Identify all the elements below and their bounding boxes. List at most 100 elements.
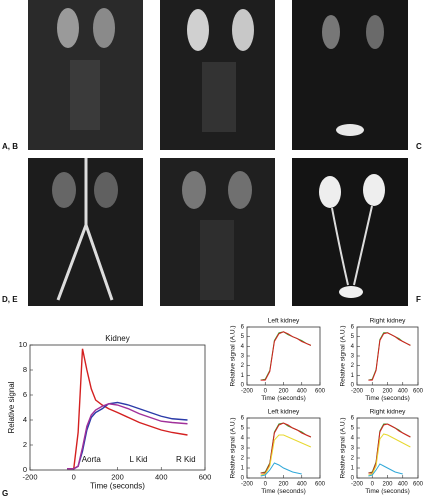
y-axis-label: Relative signal (A.U.) [229,325,236,386]
y-tick-label: 3 [351,354,355,360]
series-line [368,433,411,476]
plot-frame [29,344,206,471]
mri-image [292,158,408,306]
mri-image [160,158,275,306]
series-line [260,462,302,477]
panel-label: D, E [2,295,18,304]
series-line [368,463,403,477]
x-tick-label: 200 [382,389,393,395]
y-tick-label: 0 [351,383,355,389]
x-tick-label: 0 [371,482,375,488]
y-tick-label: 2 [241,363,245,369]
y-axis-label: Relative signal (A.U.) [339,417,346,478]
series-line [260,331,312,381]
y-tick-label: 3 [351,446,355,452]
legend-label: Aorta [82,455,102,464]
y-tick-label: 10 [19,340,27,349]
x-tick-label: -200 [241,482,254,488]
legend-label: R Kid [176,455,196,464]
plot-frame [246,417,321,479]
series-line [368,332,411,381]
x-tick-label: 600 [315,389,326,395]
y-tick-label: 0 [241,476,245,482]
y-tick-label: 5 [241,334,245,340]
plot-frame [356,417,419,479]
panel-label: A, B [2,142,18,151]
x-axis-label: Time (seconds) [261,488,306,495]
y-tick-label: 0 [351,476,355,482]
legend-label: L Kid [130,455,148,464]
panel-label: C [416,142,422,151]
x-tick-label: 200 [278,482,289,488]
series-line [260,331,312,381]
x-axis-label: Time (seconds) [365,395,410,402]
x-tick-label: 400 [155,472,168,481]
series-line [67,403,188,470]
y-tick-label: 6 [241,416,245,422]
x-tick-label: -200 [351,482,364,488]
y-tick-label: 5 [241,426,245,432]
series-line [260,434,312,476]
chart-title: Left kidney [268,318,300,325]
y-tick-label: 5 [351,426,355,432]
x-tick-label: 0 [264,389,268,395]
y-tick-label: 1 [241,373,245,379]
y-tick-label: 1 [241,466,245,472]
x-tick-label: 400 [297,482,308,488]
y-tick-label: 2 [241,456,245,462]
x-tick-label: -200 [351,389,364,395]
y-tick-label: 8 [23,365,27,374]
y-tick-label: 2 [23,440,27,449]
mri-image [292,0,408,150]
y-axis-label: Relative signal (A.U.) [229,417,236,478]
y-tick-label: 3 [241,446,245,452]
x-tick-label: 200 [382,482,393,488]
x-tick-label: 0 [264,482,268,488]
x-tick-label: 0 [72,472,76,481]
x-tick-label: 600 [413,482,424,488]
y-tick-label: 4 [23,415,27,424]
x-axis-label: Time (seconds) [261,395,306,402]
y-tick-label: 0 [241,383,245,389]
mri-image [28,158,143,306]
chart-title: Right kidney [370,409,407,416]
plot-frame [246,326,321,386]
y-tick-label: 5 [351,334,355,340]
y-tick-label: 2 [351,363,355,369]
x-tick-label: 400 [398,389,409,395]
x-tick-label: -200 [22,472,37,481]
y-tick-label: 2 [351,456,355,462]
y-tick-label: 1 [351,466,355,472]
y-axis-label: Relative signal (A.U.) [339,325,346,386]
mri-image [160,0,275,150]
chart-title: Left kidney [268,409,300,416]
y-tick-label: 6 [241,325,245,331]
series-line [368,423,411,474]
chart-title: Kidney [105,334,129,343]
x-axis-label: Time (seconds) [365,488,410,495]
x-tick-label: 200 [278,389,289,395]
y-tick-label: 4 [351,436,355,442]
x-tick-label: -200 [241,389,254,395]
y-tick-label: 4 [241,344,245,350]
y-tick-label: 6 [351,325,355,331]
x-tick-label: 400 [398,482,409,488]
y-axis-label: Relative signal [7,381,16,433]
mri-image [28,0,143,150]
plot-frame [356,326,419,386]
y-tick-label: 6 [351,416,355,422]
x-tick-label: 400 [297,389,308,395]
y-tick-label: 4 [351,344,355,350]
y-tick-label: 1 [351,373,355,379]
y-tick-label: 6 [23,390,27,399]
x-tick-label: 600 [413,389,424,395]
panel-label: F [416,295,421,304]
x-tick-label: 600 [199,472,212,481]
y-tick-label: 4 [241,436,245,442]
series-line [260,422,312,474]
y-tick-label: 3 [241,354,245,360]
x-axis-label: Time (seconds) [90,482,145,491]
x-tick-label: 200 [111,472,124,481]
series-line [260,422,312,474]
